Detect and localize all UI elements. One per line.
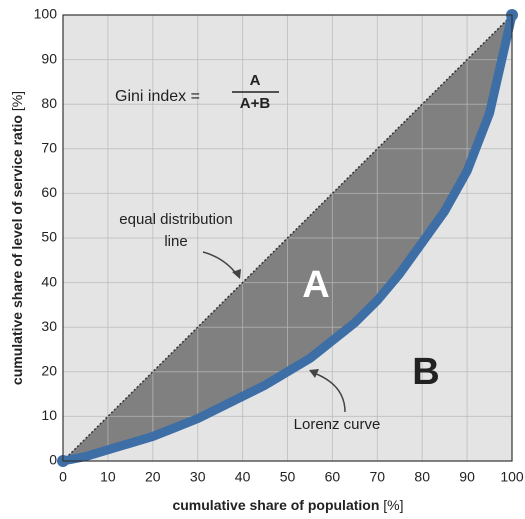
y-tick-label: 70 [41, 140, 57, 156]
formula-denominator: A+B [240, 95, 271, 112]
y-axis-label: cumulative share of level of service rat… [9, 91, 25, 385]
y-axis-label-unit: [%] [9, 91, 25, 111]
x-tick-label: 90 [459, 469, 475, 485]
y-tick-label: 50 [41, 229, 57, 245]
x-tick-label: 70 [370, 469, 386, 485]
y-tick-label: 60 [41, 184, 57, 200]
x-tick-label: 100 [500, 469, 524, 485]
lorenz-curve [62, 13, 517, 466]
y-tick-label: 40 [41, 273, 57, 289]
y-tick-label: 0 [49, 452, 57, 468]
y-tick-label: 90 [41, 50, 57, 66]
x-tick-label: 50 [280, 469, 296, 485]
x-tick-label: 30 [190, 469, 206, 485]
arrowhead [309, 369, 319, 378]
x-axis-label: cumulative share of population [%] [172, 497, 403, 513]
x-tick-label: 0 [59, 469, 67, 485]
formula-numerator: A [250, 72, 261, 89]
x-tick-label: 40 [235, 469, 251, 485]
y-tick-label: 10 [41, 407, 57, 423]
area-label: B [412, 351, 439, 393]
x-axis-label-unit: [%] [383, 497, 403, 513]
x-tick-label: 20 [145, 469, 161, 485]
arrow [313, 372, 346, 413]
y-tick-label: 20 [41, 363, 57, 379]
equal-distribution-line [62, 14, 513, 462]
formula-lhs: Gini index = [115, 88, 200, 105]
y-tick-label: 100 [34, 6, 58, 22]
annotation: Lorenz curve [294, 416, 381, 433]
arrowhead [232, 269, 241, 279]
annotation: equal distribution [119, 211, 232, 228]
x-tick-label: 10 [100, 469, 116, 485]
y-tick-label: 30 [41, 318, 57, 334]
y-axis-label-text: cumulative share of level of service rat… [9, 115, 25, 385]
area-label: A [302, 264, 329, 306]
annotation: line [164, 233, 187, 250]
x-tick-label: 60 [325, 469, 341, 485]
x-tick-label: 80 [414, 469, 430, 485]
plot-frame [62, 14, 513, 462]
x-axis-label-text: cumulative share of population [172, 497, 379, 513]
y-tick-label: 80 [41, 95, 57, 111]
